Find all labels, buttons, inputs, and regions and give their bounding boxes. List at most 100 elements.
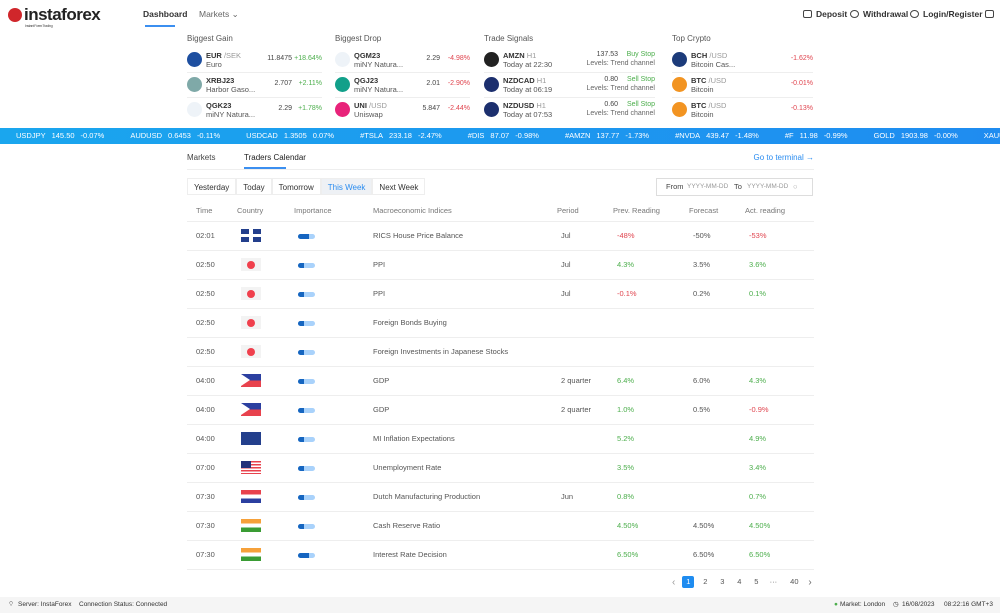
page-4[interactable]: 4 xyxy=(737,577,742,586)
next-page-icon[interactable]: › xyxy=(808,576,812,588)
ticker-item[interactable]: #F 11.98 -0.99% xyxy=(785,131,854,140)
country-cell xyxy=(237,279,294,309)
ticker-item[interactable]: USDCAD 1.3505 0.07% xyxy=(246,131,340,140)
flag-uk-icon xyxy=(241,229,261,242)
language-button[interactable] xyxy=(985,9,998,19)
ticker-item[interactable]: #TSLA 233.18 -2.47% xyxy=(360,131,448,140)
crypto-item[interactable]: BTC /USD Bitcoin -0.13% xyxy=(672,98,813,122)
gain-item[interactable]: QGK23 miNY Natura... 2.29 +1.78% xyxy=(187,98,322,122)
tab-traders-calendar[interactable]: Traders Calendar xyxy=(244,153,306,162)
indicator-name[interactable]: PPI xyxy=(369,279,557,309)
signals-item[interactable]: NZDCAD H1 Today at 06:19 0.80 Sell Stop Leve… xyxy=(484,73,655,98)
indicator-name[interactable]: Dutch Manufacturing Production xyxy=(369,482,557,512)
period: 2 quarter xyxy=(557,395,613,425)
symbol: AMZN H1 xyxy=(503,51,536,60)
prev-page-icon[interactable]: ‹ xyxy=(672,576,676,588)
ticker-item[interactable]: GOLD 1903.98 -0.00% xyxy=(874,131,964,140)
indicator-name[interactable]: Unemployment Rate xyxy=(369,453,557,483)
page-40[interactable]: 40 xyxy=(790,577,799,586)
indicator-name[interactable]: Interest Rate Decision xyxy=(369,540,557,570)
tab-markets[interactable]: Markets xyxy=(187,153,216,162)
to-date-input[interactable]: YYYY-MM-DD xyxy=(747,183,789,190)
symbol: BTC /USD xyxy=(691,76,726,85)
table-row[interactable]: 04:00 GDP 2 quarter 1.0% 0.5% -0.9% xyxy=(187,395,814,425)
filter-this-week[interactable]: This Week xyxy=(320,178,373,195)
indicator-name[interactable]: PPI xyxy=(369,250,557,280)
ticker-item[interactable]: #DIS 87.07 -0.98% xyxy=(468,131,545,140)
page-1[interactable]: 1 xyxy=(682,576,695,588)
from-date-input[interactable]: YYYY-MM-DD xyxy=(687,183,729,190)
ticker-change: -1.73% xyxy=(625,131,650,140)
instrument-name: Bitcoin xyxy=(691,110,714,119)
divider xyxy=(484,97,655,98)
forecast: 3.5% xyxy=(689,250,745,280)
nav-markets[interactable]: Markets ⌄ xyxy=(199,9,239,20)
nav-dashboard[interactable]: Dashboard xyxy=(143,9,188,19)
table-row[interactable]: 02:50 PPI Jul -0.1% 0.2% 0.1% xyxy=(187,279,814,309)
ticker-item[interactable]: USDJPY 145.50 -0.07% xyxy=(16,131,110,140)
page-5[interactable]: 5 xyxy=(754,577,759,586)
importance-indicator xyxy=(298,523,315,529)
chevron-down-icon: ⌄ xyxy=(231,9,239,19)
gain-item[interactable]: XRBJ23 Harbor Gaso... 2.707 +2.11% xyxy=(187,73,322,98)
drop-item[interactable]: QGJ23 miNY Natura... 2.01 -2.90% xyxy=(335,73,470,98)
indicator-name[interactable]: GDP xyxy=(369,395,557,425)
flag-in-icon xyxy=(241,548,261,561)
indicator-name[interactable]: GDP xyxy=(369,366,557,396)
footer-date: 16/08/2023 xyxy=(902,601,935,608)
to-label: To xyxy=(734,182,742,191)
indicator-name[interactable]: Foreign Bonds Buying xyxy=(369,308,557,338)
crypto-item[interactable]: BCH /USD Bitcoin Cas... -1.62% xyxy=(672,48,813,73)
nzdcad-icon xyxy=(484,77,499,92)
table-row[interactable]: 04:00 MI Inflation Expectations 5.2% 4.9% xyxy=(187,424,814,454)
gain-item[interactable]: EUR /SEK Euro 11.8475 +18.64% xyxy=(187,48,322,73)
page-3[interactable]: 3 xyxy=(720,577,725,586)
ticker-item[interactable]: #NVDA 439.47 -1.48% xyxy=(675,131,765,140)
importance-indicator xyxy=(298,349,315,355)
table-row[interactable]: 02:50 Foreign Bonds Buying xyxy=(187,308,814,338)
ticker-bar[interactable]: USDJPY 145.50 -0.07% AUDUSD 0.6453 -0.11% USDC… xyxy=(0,128,1000,144)
indicator-name[interactable]: Cash Reserve Ratio xyxy=(369,511,557,541)
indicator-name[interactable]: RICS House Price Balance xyxy=(369,221,557,251)
signals-item[interactable]: AMZN H1 Today at 22:30 137.53 Buy Stop Level… xyxy=(484,48,655,73)
bch-icon xyxy=(672,52,687,67)
withdrawal-button[interactable]: Withdrawal xyxy=(850,9,908,19)
indicator-name[interactable]: MI Inflation Expectations xyxy=(369,424,557,454)
table-row[interactable]: 07:30 Cash Reserve Ratio 4.50% 4.50% 4.50% xyxy=(187,511,814,541)
indicator-name[interactable]: Foreign Investments in Japanese Stocks xyxy=(369,337,557,367)
search-icon[interactable]: ○ xyxy=(793,182,798,191)
signals-item[interactable]: NZDUSD H1 Today at 07:53 0.60 Sell Stop Leve… xyxy=(484,98,655,122)
page-2[interactable]: 2 xyxy=(703,577,708,586)
filter-tomorrow[interactable]: Tomorrow xyxy=(271,178,321,195)
nav-markets-label: Markets xyxy=(199,9,230,19)
crypto-item[interactable]: BTC /USD Bitcoin -0.01% xyxy=(672,73,813,98)
drop-item[interactable]: UNI /USD Uniswap 5.847 -2.44% xyxy=(335,98,470,122)
table-row[interactable]: 07:30 Dutch Manufacturing Production Jun 0.… xyxy=(187,482,814,512)
drop-item[interactable]: QGM23 miNY Natura... 2.29 -4.98% xyxy=(335,48,470,73)
table-row[interactable]: 02:50 Foreign Investments in Japanese Sto… xyxy=(187,337,814,367)
table-row[interactable]: 02:01 RICS House Price Balance Jul -48% -50%… xyxy=(187,221,814,251)
filter-yesterday[interactable]: Yesterday xyxy=(187,178,237,195)
symbol-suffix: H1 xyxy=(526,51,537,60)
importance-cell xyxy=(294,308,369,338)
filter-today[interactable]: Today xyxy=(236,178,272,195)
instaforex-logo[interactable]: instaforex Instant Forex Trading xyxy=(8,5,101,28)
country-cell xyxy=(237,395,294,425)
ticker-item[interactable]: XAUUSD1903.900.02% xyxy=(984,131,1000,140)
login-register-button[interactable]: Login/Register xyxy=(910,9,983,19)
table-row[interactable]: 07:30 Interest Rate Decision 6.50% 6.50% 6.5… xyxy=(187,540,814,570)
table-row[interactable]: 07:00 Unemployment Rate 3.5% 3.4% xyxy=(187,453,814,483)
go-to-terminal-link[interactable]: Go to terminal → xyxy=(753,153,814,162)
change-percent: +2.11% xyxy=(298,80,322,87)
ticker-item[interactable]: AUDUSD 0.6453 -0.11% xyxy=(130,131,226,140)
symbol: QGJ23 xyxy=(354,76,378,85)
table-row[interactable]: 04:00 GDP 2 quarter 6.4% 6.0% 4.3% xyxy=(187,366,814,396)
filter-next-week[interactable]: Next Week xyxy=(372,178,426,195)
price: 11.8475 xyxy=(267,55,292,62)
deposit-button[interactable]: Deposit xyxy=(803,9,847,19)
event-time: 07:30 xyxy=(187,511,237,541)
table-row[interactable]: 02:50 PPI Jul 4.3% 3.5% 3.6% xyxy=(187,250,814,280)
logo-text: instaforex xyxy=(24,5,101,24)
ticker-change: -0.00% xyxy=(933,131,958,140)
ticker-item[interactable]: #AMZN 137.77 -1.73% xyxy=(565,131,655,140)
